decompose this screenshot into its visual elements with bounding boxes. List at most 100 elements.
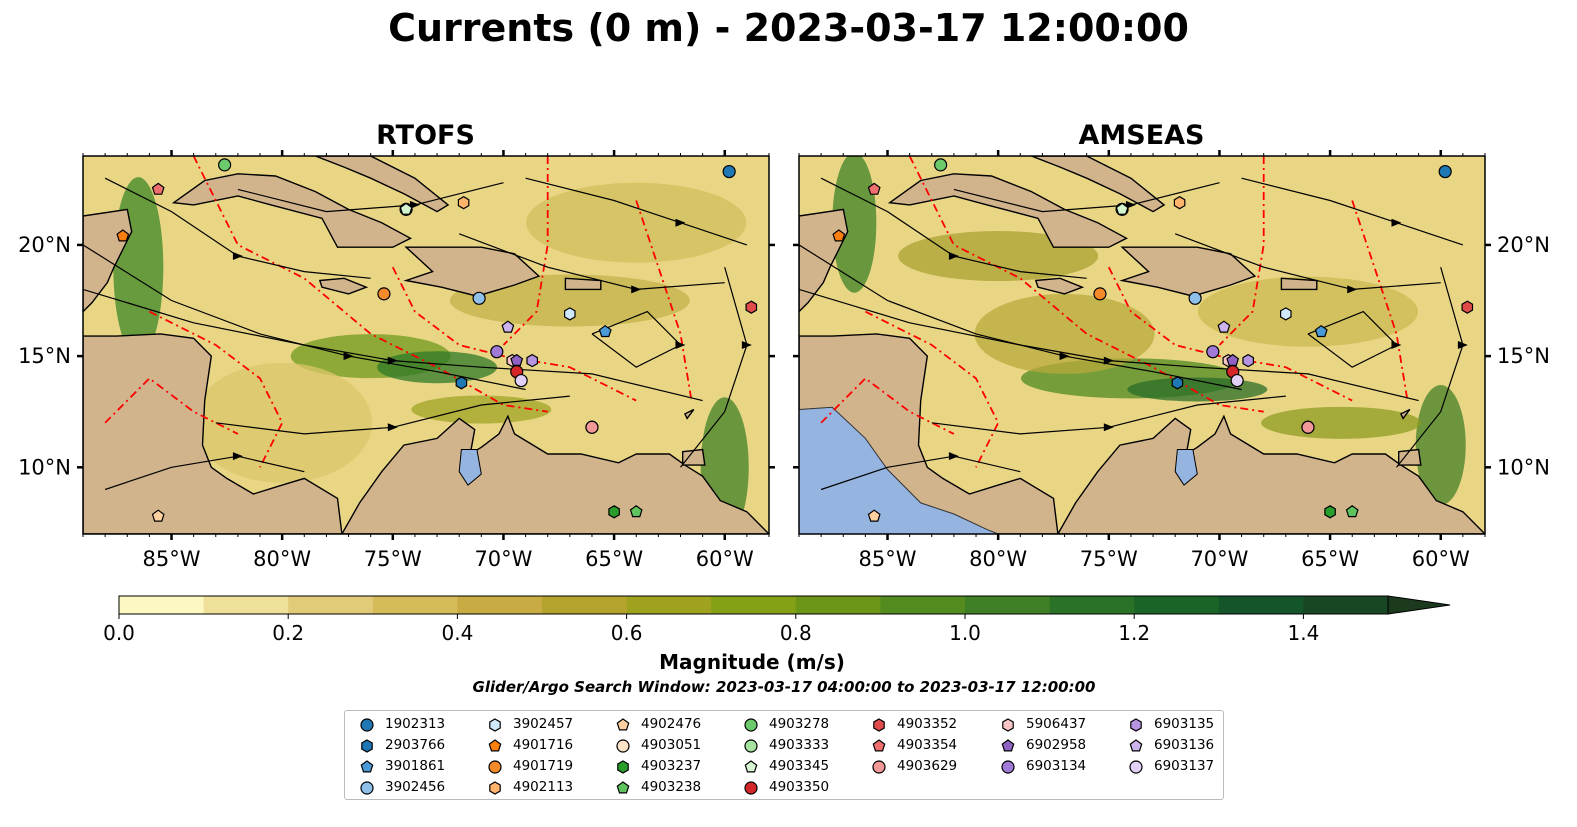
legend-label: 6903135 xyxy=(1154,716,1215,732)
panel-title-amseas: AMSEAS xyxy=(1078,120,1205,151)
legend-marker-pentagon xyxy=(744,760,758,773)
land-cuba xyxy=(171,173,413,248)
float-marker-3902456 xyxy=(472,291,486,305)
eez-boundary xyxy=(864,310,1000,468)
legend-label: 4903350 xyxy=(769,779,830,795)
colorbar-segment xyxy=(880,596,966,614)
legend-marker-shape xyxy=(872,739,886,752)
legend-label: 4901716 xyxy=(513,737,574,753)
colorbar-extend-arrow xyxy=(1387,595,1451,615)
legend-marker-shape xyxy=(488,739,502,752)
land-lesser xyxy=(1399,408,1411,420)
float-marker-4901716 xyxy=(116,229,130,242)
legend-marker-hexagon xyxy=(489,718,501,732)
streamline-arrow xyxy=(1059,352,1070,361)
land-trinidad xyxy=(1398,448,1422,466)
float-marker-4903237 xyxy=(608,505,620,519)
land-puertorico xyxy=(1280,277,1318,291)
land-jamaica xyxy=(1034,277,1085,295)
float-marker-4902476 xyxy=(151,509,165,522)
float-marker-6903134 xyxy=(1206,345,1220,359)
streamline-arrow xyxy=(1103,423,1114,432)
legend-marker-hexagon xyxy=(873,718,885,732)
legend-marker-circle xyxy=(360,718,374,732)
legend-marker-shape xyxy=(488,760,502,774)
float-marker-4903345 xyxy=(1115,202,1129,215)
colorbar-segment xyxy=(711,596,797,614)
pacific-overlay xyxy=(799,406,999,534)
streamline xyxy=(237,182,504,213)
streamline-arrow xyxy=(409,200,420,209)
colorbar-segment xyxy=(1218,596,1304,614)
float-marker-4903238 xyxy=(1345,505,1359,518)
land-colvenez xyxy=(341,414,769,534)
lon-tick-label: 75°W xyxy=(1080,547,1138,571)
colorbar-tick-label: 0.2 xyxy=(272,621,305,645)
eez-boundary xyxy=(1107,266,1353,402)
eez-boundary xyxy=(1351,200,1409,401)
float-marker-4903237 xyxy=(1324,505,1336,519)
speed-blob xyxy=(526,182,747,263)
colorbar-tick-label: 0.0 xyxy=(103,621,135,645)
float-marker-4903354 xyxy=(867,182,881,195)
colorbar-label: Magnitude (m/s) xyxy=(659,650,845,674)
lon-tick-label: 85°W xyxy=(143,547,201,571)
legend-label: 3901861 xyxy=(385,758,446,774)
legend-label: 4902113 xyxy=(513,779,574,795)
legend-label: 4903237 xyxy=(641,758,702,774)
legend-label: 4903278 xyxy=(769,716,830,732)
legend-label: 4903333 xyxy=(769,737,830,753)
streamline-arrow xyxy=(948,452,959,461)
legend-marker-shape xyxy=(617,760,629,774)
lon-tick-label: 60°W xyxy=(696,547,754,571)
legend-marker-shape xyxy=(360,718,374,732)
panel-title-rtofs: RTOFS xyxy=(376,120,475,151)
float-marker-6903136 xyxy=(1217,320,1231,333)
legend-marker-hexagon xyxy=(361,739,373,753)
land-bahamas xyxy=(1031,156,1166,213)
streamline-arrow xyxy=(387,423,398,432)
legend-label: 4903238 xyxy=(641,779,702,795)
map-panels: 85°W 80°W 75°W 70°W 65°W 60°W 20°N 15°N 10°N 85°W… xyxy=(18,150,1550,571)
speed-blob xyxy=(411,395,552,424)
legend-marker-pentagon xyxy=(616,718,630,731)
float-marker-3902456 xyxy=(1188,291,1202,305)
streamline-arrow xyxy=(387,356,398,365)
float-marker-1902313 xyxy=(722,164,736,179)
streamline xyxy=(1396,267,1464,468)
speed-blob xyxy=(832,156,877,293)
legend-marker-pentagon xyxy=(1129,739,1143,752)
map-panel-amseas xyxy=(799,156,1485,534)
streamline xyxy=(104,455,305,491)
float-marker-4903238 xyxy=(629,505,643,518)
land-jamaica xyxy=(318,277,369,295)
colorbar-segment xyxy=(1049,596,1135,614)
float-marker-1902313 xyxy=(1438,164,1452,179)
lat-tick-label: 15°N xyxy=(18,344,71,368)
legend-marker-circle xyxy=(744,781,758,795)
streamline xyxy=(458,233,725,291)
float-marker-6902958 xyxy=(1226,353,1240,366)
legend-marker-hexagon xyxy=(617,760,629,774)
float-marker-3901861 xyxy=(598,324,612,338)
streamline-arrow xyxy=(675,341,686,349)
map-frame xyxy=(798,155,1486,535)
streamline xyxy=(525,177,748,246)
eez-boundary xyxy=(148,310,284,468)
legend-marker-shape xyxy=(616,739,630,753)
land-puertorico xyxy=(564,277,602,291)
map-panel-rtofs xyxy=(83,156,769,534)
colorbar-tick-label: 1.2 xyxy=(1118,621,1151,645)
colorbar xyxy=(118,595,1451,619)
eez-boundary xyxy=(635,200,693,401)
legend-marker-shape xyxy=(744,718,758,732)
legend-label: 6902958 xyxy=(1026,737,1087,753)
streamline-arrow xyxy=(1391,341,1402,349)
legend-label: 4903051 xyxy=(641,737,702,753)
legend-marker-shape xyxy=(489,718,501,732)
float-marker-4901719 xyxy=(1093,287,1107,301)
streamline-arrow xyxy=(1347,285,1358,294)
colorbar-tick-label: 1.4 xyxy=(1287,621,1320,645)
land-honduras xyxy=(83,333,343,534)
legend-marker-shape xyxy=(744,739,758,753)
